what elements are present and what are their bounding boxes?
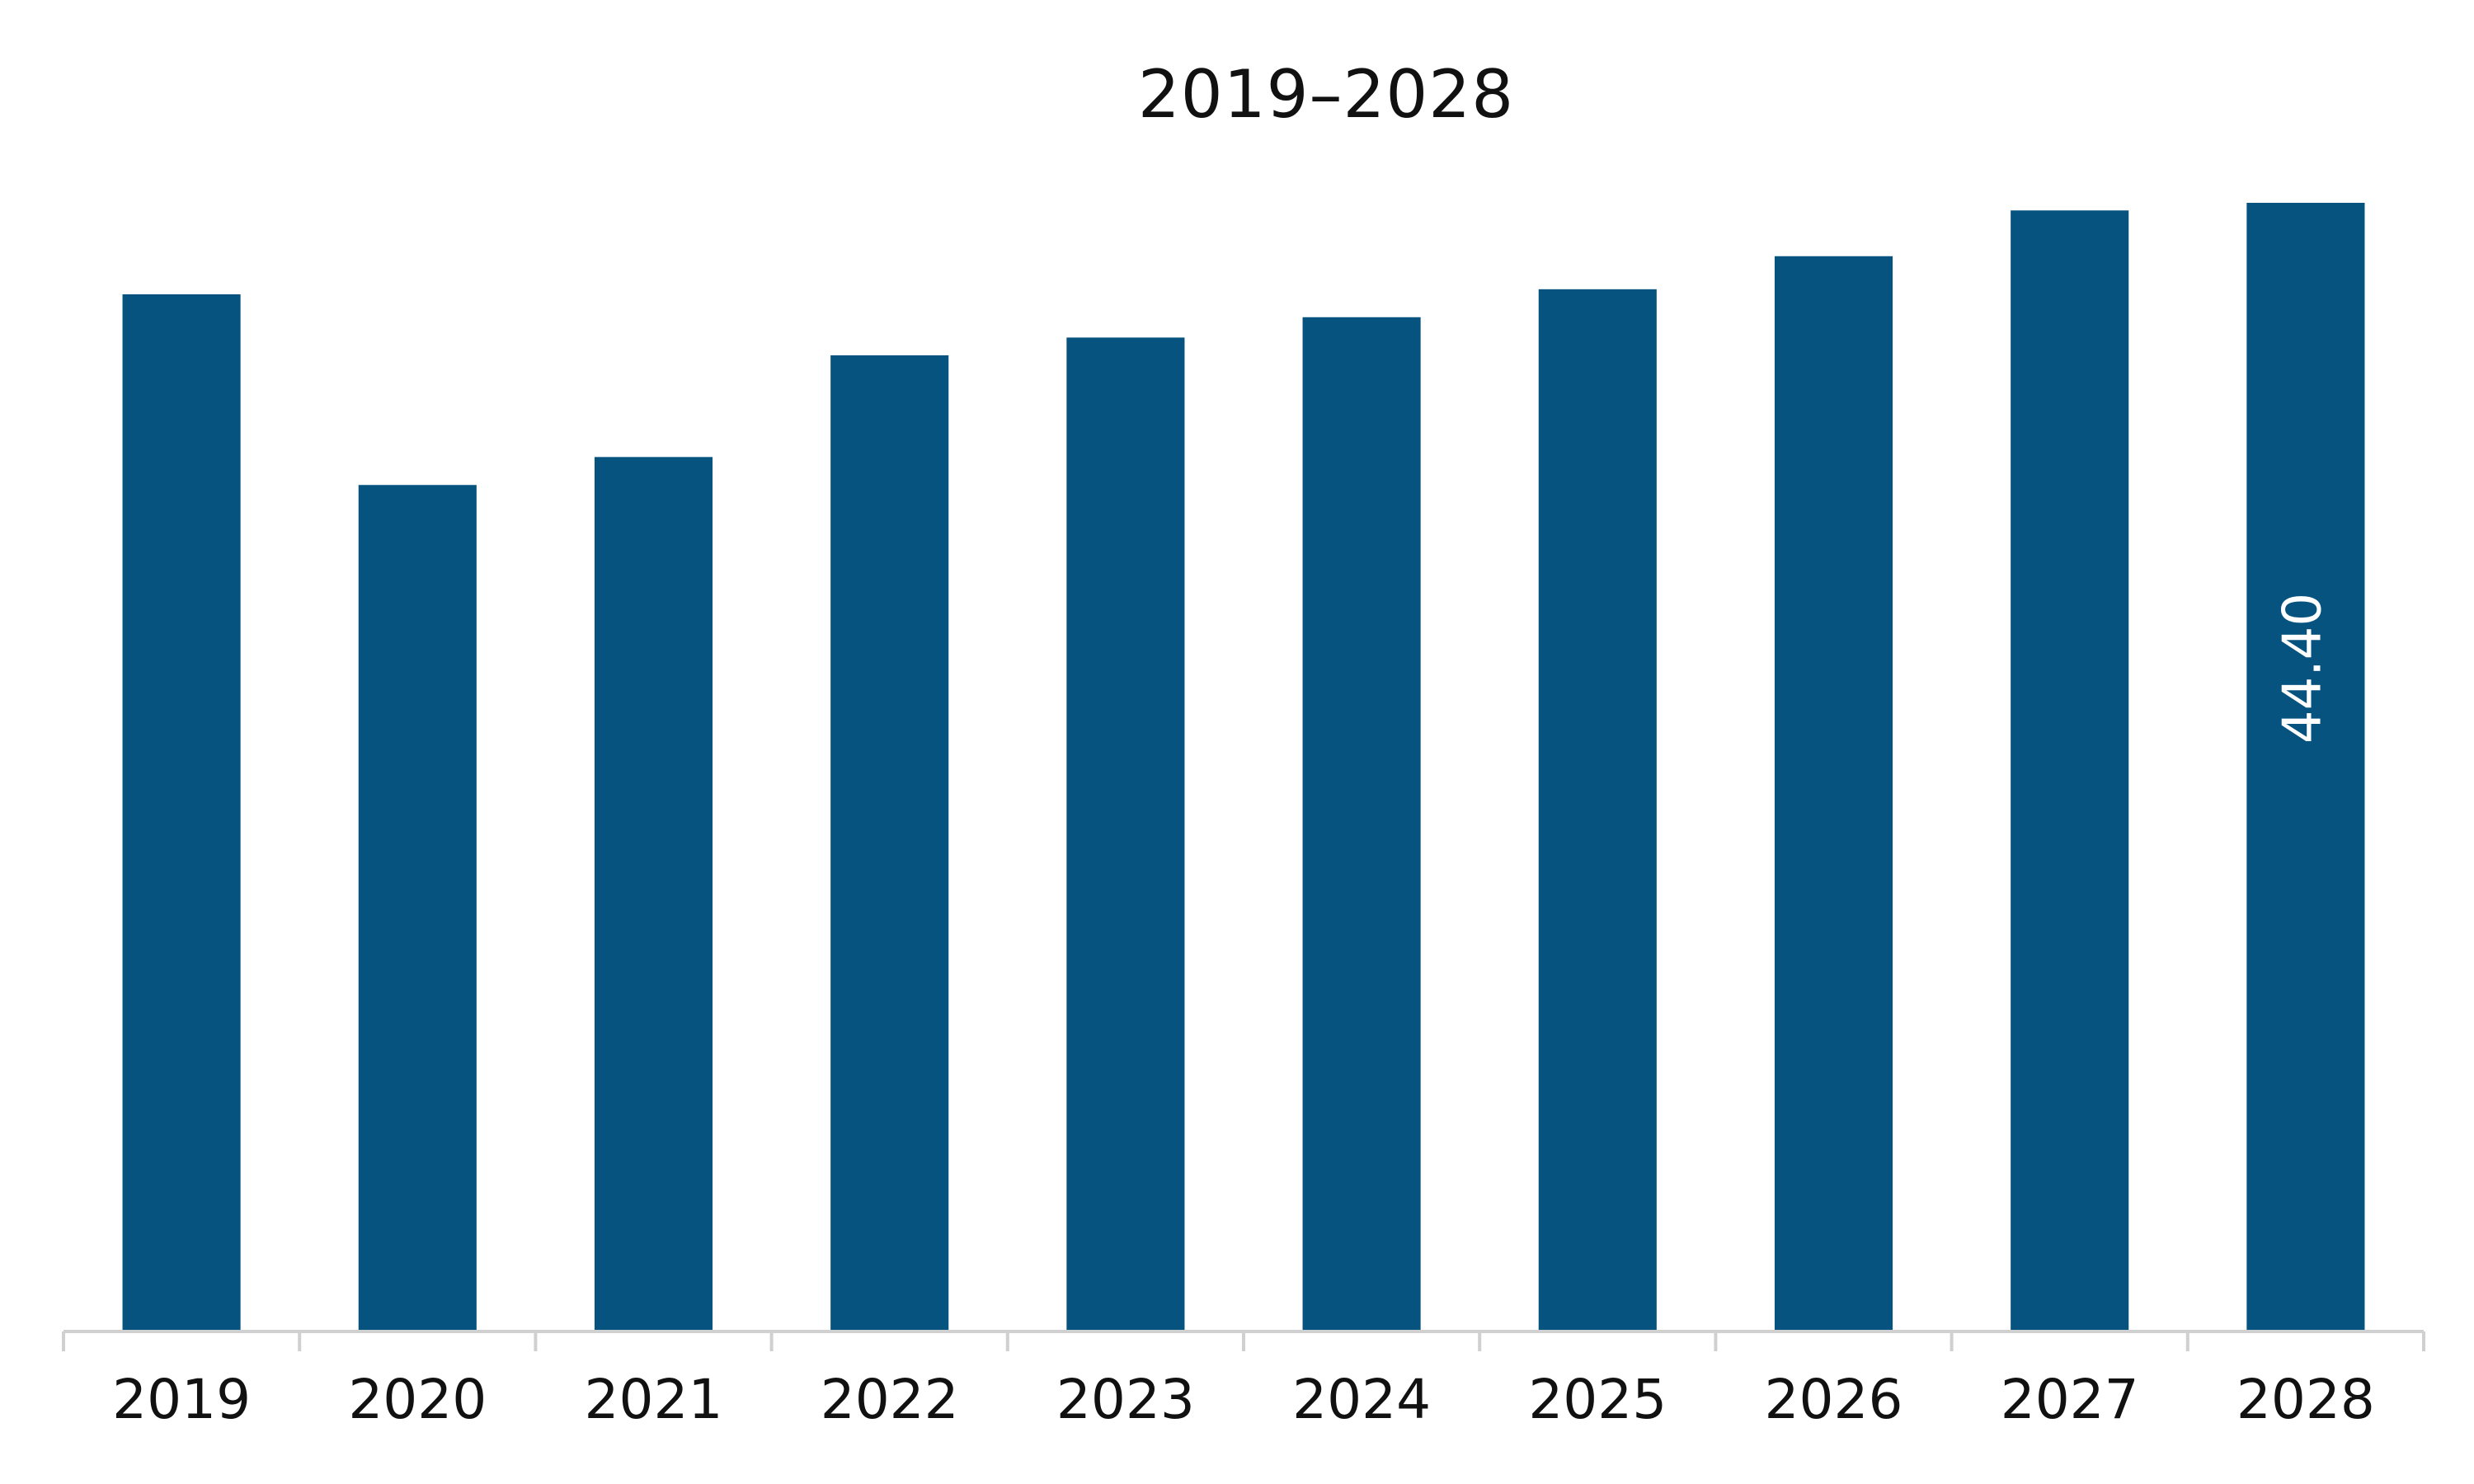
x-tick-label-2025: 2025 xyxy=(1528,1368,1667,1431)
bar-2024 xyxy=(1302,317,1421,1331)
x-tick-label-2028: 2028 xyxy=(2236,1368,2375,1431)
bar-2023 xyxy=(1066,337,1185,1332)
x-tick-label-2020: 2020 xyxy=(348,1368,487,1431)
data-label-2028: 44.40 xyxy=(2272,593,2333,744)
bar-2021 xyxy=(594,457,713,1332)
x-tick-labels: 2019 2020 2021 2022 2023 2024 2025 2026 2027 2028 xyxy=(112,1368,2375,1431)
x-tick-label-2024: 2024 xyxy=(1292,1368,1431,1431)
bar-2019 xyxy=(122,294,241,1331)
x-tick-label-2023: 2023 xyxy=(1056,1368,1195,1431)
bar-2026 xyxy=(1774,256,1893,1331)
bar-2020 xyxy=(358,485,477,1331)
x-tick-label-2027: 2027 xyxy=(2001,1368,2139,1431)
data-labels: 44.40 xyxy=(2272,593,2333,744)
bars-group xyxy=(122,203,2365,1332)
bar-2027 xyxy=(2011,210,2129,1331)
bar-2025 xyxy=(1538,289,1657,1331)
bar-2022 xyxy=(830,355,949,1331)
x-tick-label-2022: 2022 xyxy=(821,1368,959,1431)
chart-title: 2019–2028 xyxy=(1137,56,1515,133)
x-tick-label-2026: 2026 xyxy=(1765,1368,1903,1431)
x-tick-label-2021: 2021 xyxy=(585,1368,723,1431)
bar-2028 xyxy=(2246,203,2365,1331)
x-axis xyxy=(62,1330,2425,1351)
x-tick-label-2019: 2019 xyxy=(112,1368,251,1431)
